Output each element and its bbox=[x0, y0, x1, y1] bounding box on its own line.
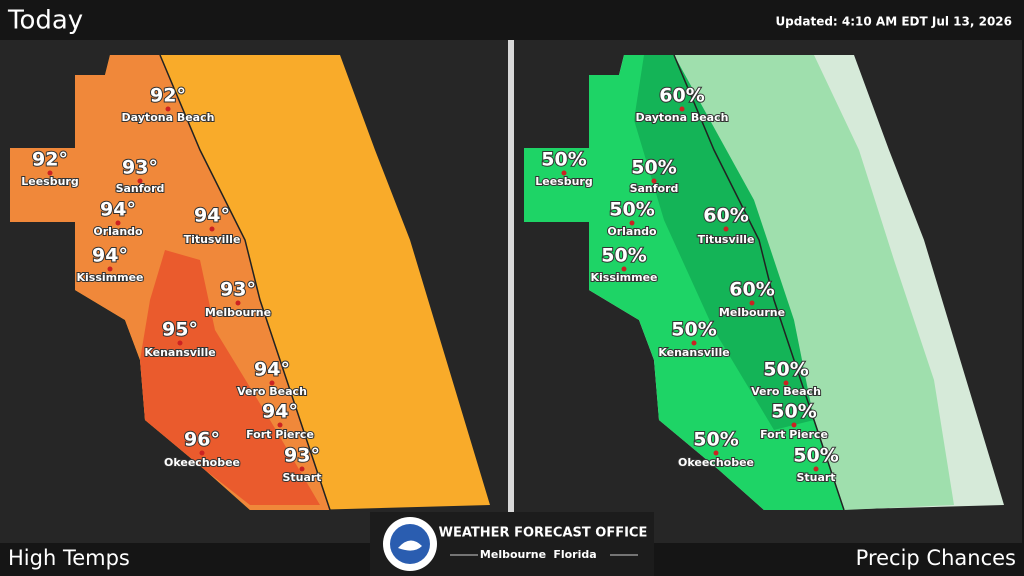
city-dot bbox=[679, 106, 685, 112]
city-dot bbox=[177, 340, 183, 346]
city-value: 50% bbox=[671, 319, 716, 341]
city-dot bbox=[813, 466, 819, 472]
city-name: Fort Pierce bbox=[246, 428, 314, 441]
city-dot bbox=[791, 422, 797, 428]
city-value: 94° bbox=[100, 199, 136, 221]
logo-city: Melbourne bbox=[480, 548, 546, 561]
city-name: Okeechobee bbox=[164, 456, 240, 469]
city-name: Orlando bbox=[93, 225, 143, 238]
logo-cloud bbox=[398, 540, 422, 551]
map-panel: 92° Daytona Beach 92° Leesburg 93° Sanford 94°… bbox=[0, 40, 508, 543]
city-dot bbox=[691, 340, 697, 346]
city-dot bbox=[651, 178, 657, 184]
panel-label: Precip Chances bbox=[856, 546, 1016, 570]
city-name: Okeechobee bbox=[678, 456, 754, 469]
city-name: Fort Pierce bbox=[760, 428, 828, 441]
city-value: 50% bbox=[541, 149, 586, 171]
city-dot bbox=[723, 226, 729, 232]
city-dot bbox=[137, 178, 143, 184]
coastline bbox=[159, 54, 331, 511]
city-name: Daytona Beach bbox=[122, 111, 215, 124]
city-dot bbox=[235, 300, 241, 306]
updated: Updated: 4:10 AM EDT Jul 13, 2026 bbox=[775, 15, 1012, 29]
city-dot bbox=[783, 380, 789, 386]
city-name: Vero Beach bbox=[237, 385, 307, 398]
city-value: 60% bbox=[659, 85, 704, 107]
city-value: 92° bbox=[32, 149, 68, 171]
city-value: 94° bbox=[194, 205, 230, 227]
city-value: 50% bbox=[693, 429, 738, 451]
city-dot bbox=[621, 266, 627, 272]
divider bbox=[508, 40, 514, 543]
city-value: 95° bbox=[162, 319, 198, 341]
city-name: Daytona Beach bbox=[636, 111, 729, 124]
city-dot bbox=[713, 450, 719, 456]
city-dot bbox=[115, 220, 121, 226]
city-name: Leesburg bbox=[535, 175, 592, 188]
city-name: Melbourne bbox=[205, 306, 271, 319]
city-dot bbox=[629, 220, 635, 226]
city-value: 96° bbox=[184, 429, 220, 451]
city-dot bbox=[107, 266, 113, 272]
city-value: 50% bbox=[793, 445, 838, 467]
city-value: 92° bbox=[150, 85, 186, 107]
city-name: Sanford bbox=[630, 182, 679, 195]
city-value: 60% bbox=[729, 279, 774, 301]
city-dot bbox=[209, 226, 215, 232]
city-name: Kenansville bbox=[144, 346, 215, 359]
city-name: Vero Beach bbox=[751, 385, 821, 398]
city-value: 93° bbox=[122, 157, 158, 179]
city-dot bbox=[561, 170, 567, 176]
wet-zone bbox=[634, 55, 814, 430]
city-value: 94° bbox=[262, 401, 298, 423]
city-dot bbox=[199, 450, 205, 456]
city-name: Titusville bbox=[698, 233, 755, 246]
logo-title: WEATHER FORECAST OFFICE bbox=[439, 526, 648, 541]
city-name: Sanford bbox=[116, 182, 165, 195]
city-value: 50% bbox=[771, 401, 816, 423]
city-value: 50% bbox=[631, 157, 676, 179]
city-value: 50% bbox=[609, 199, 654, 221]
panel-label: High Temps bbox=[8, 546, 130, 570]
city-dot bbox=[47, 170, 53, 176]
city-name: Leesburg bbox=[21, 175, 78, 188]
city-name: Orlando bbox=[607, 225, 657, 238]
city-name: Kenansville bbox=[658, 346, 729, 359]
coastline bbox=[673, 54, 845, 511]
city-name: Titusville bbox=[184, 233, 241, 246]
city-name: Melbourne bbox=[719, 306, 785, 319]
city-dot bbox=[299, 466, 305, 472]
city-name: Kissimmee bbox=[76, 271, 143, 284]
city-name: Stuart bbox=[282, 471, 321, 484]
city-value: 94° bbox=[254, 359, 290, 381]
city-name: Stuart bbox=[796, 471, 835, 484]
city-value: 93° bbox=[220, 279, 256, 301]
city-dot bbox=[269, 380, 275, 386]
title: Today bbox=[7, 6, 83, 36]
map-panel: 60% Daytona Beach 50% Leesburg 50% Sanford 50%… bbox=[514, 40, 1022, 543]
city-dot bbox=[749, 300, 755, 306]
city-name: Kissimmee bbox=[590, 271, 657, 284]
city-dot bbox=[165, 106, 171, 112]
city-dot bbox=[277, 422, 283, 428]
city-value: 94° bbox=[92, 245, 128, 267]
city-value: 50% bbox=[601, 245, 646, 267]
offshore-zone bbox=[674, 55, 954, 510]
panels: 92° Daytona Beach 92° Leesburg 93° Sanford 94°… bbox=[0, 40, 1022, 570]
hot-zone bbox=[140, 250, 320, 505]
city-value: 93° bbox=[284, 445, 320, 467]
city-value: 50% bbox=[763, 359, 808, 381]
logo-state: Florida bbox=[553, 548, 596, 561]
city-value: 60% bbox=[703, 205, 748, 227]
